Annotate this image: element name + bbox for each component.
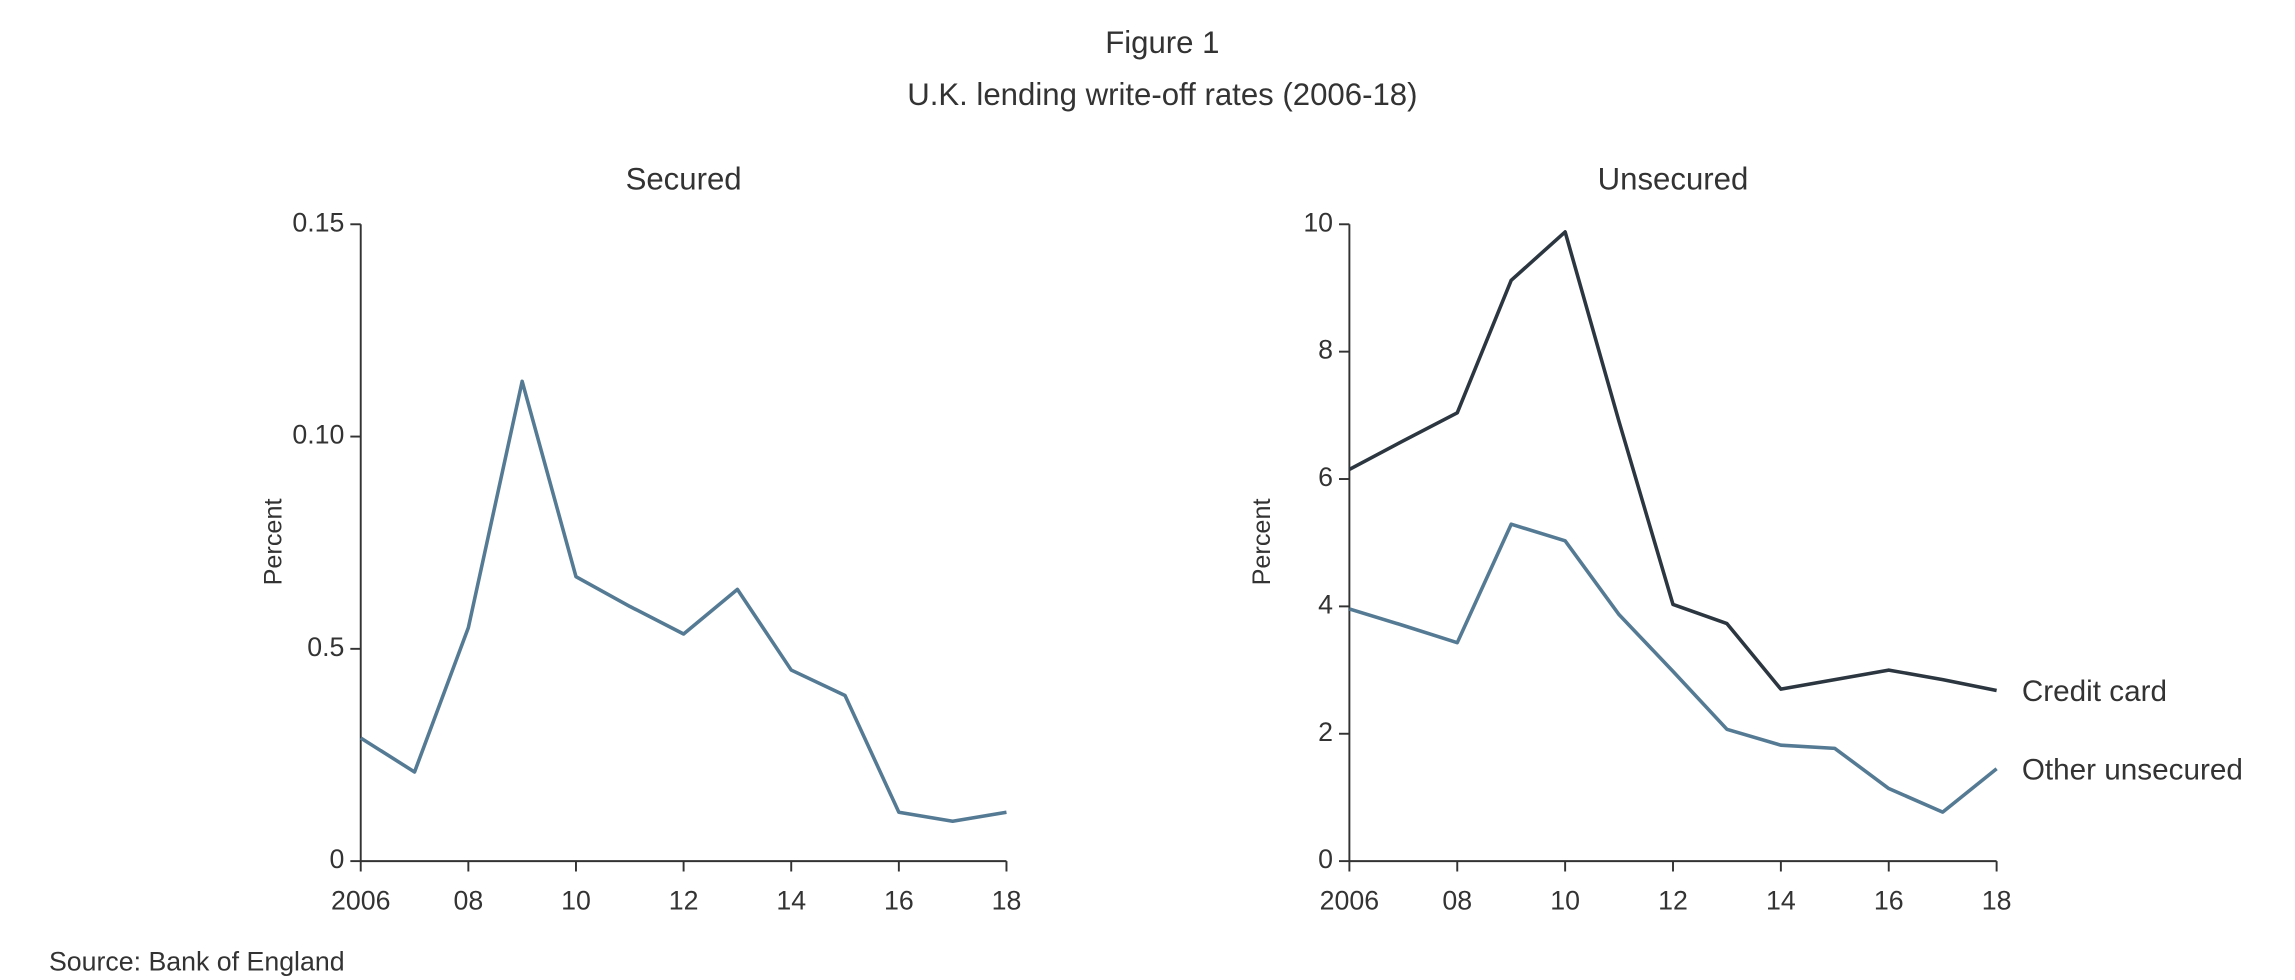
y-tick-label: 0.5 (307, 632, 344, 662)
figure-title: Figure 1 (1105, 25, 1219, 60)
y-tick-label: 0 (1318, 844, 1333, 874)
x-tick-label: 12 (669, 886, 699, 916)
series-line (1348, 522, 1998, 814)
data-line (359, 379, 1007, 823)
source-note: Source: Bank of England (49, 947, 345, 977)
x-tick-label: 16 (1874, 886, 1904, 916)
y-tick-label: 2 (1318, 717, 1333, 747)
x-tick-label: 16 (884, 886, 914, 916)
y-tick-label: 6 (1318, 462, 1333, 492)
y-tick-label: 10 (1303, 207, 1333, 237)
x-tick-label: 14 (776, 886, 806, 916)
x-tick-label: 18 (992, 886, 1022, 916)
x-tick-label: 2006 (1320, 886, 1379, 916)
figure-subtitle: U.K. lending write-off rates (2006-18) (907, 77, 1417, 112)
x-tick-label: 18 (1982, 886, 2012, 916)
y-tick-label: 4 (1318, 589, 1333, 619)
y-axis-label: Percent (1248, 498, 1276, 585)
y-axis-label: Percent (259, 498, 287, 585)
x-tick-label: 10 (561, 886, 591, 916)
series-label: Other unsecured (2022, 754, 2243, 787)
series-label: Credit card (2022, 675, 2167, 708)
chart-title: Unsecured (1598, 161, 1749, 196)
chart-title: Secured (626, 161, 742, 196)
x-tick-label: 2006 (331, 886, 390, 916)
x-tick-label: 10 (1550, 886, 1580, 916)
series-line (1348, 230, 1997, 693)
x-tick-label: 12 (1658, 886, 1688, 916)
y-tick-label: 0 (330, 844, 345, 874)
x-tick-label: 08 (453, 886, 483, 916)
y-tick-label: 0.10 (292, 420, 344, 450)
x-tick-label: 08 (1442, 886, 1472, 916)
y-tick-label: 0.15 (292, 207, 344, 237)
x-tick-label: 14 (1766, 886, 1796, 916)
y-tick-label: 8 (1318, 335, 1333, 365)
